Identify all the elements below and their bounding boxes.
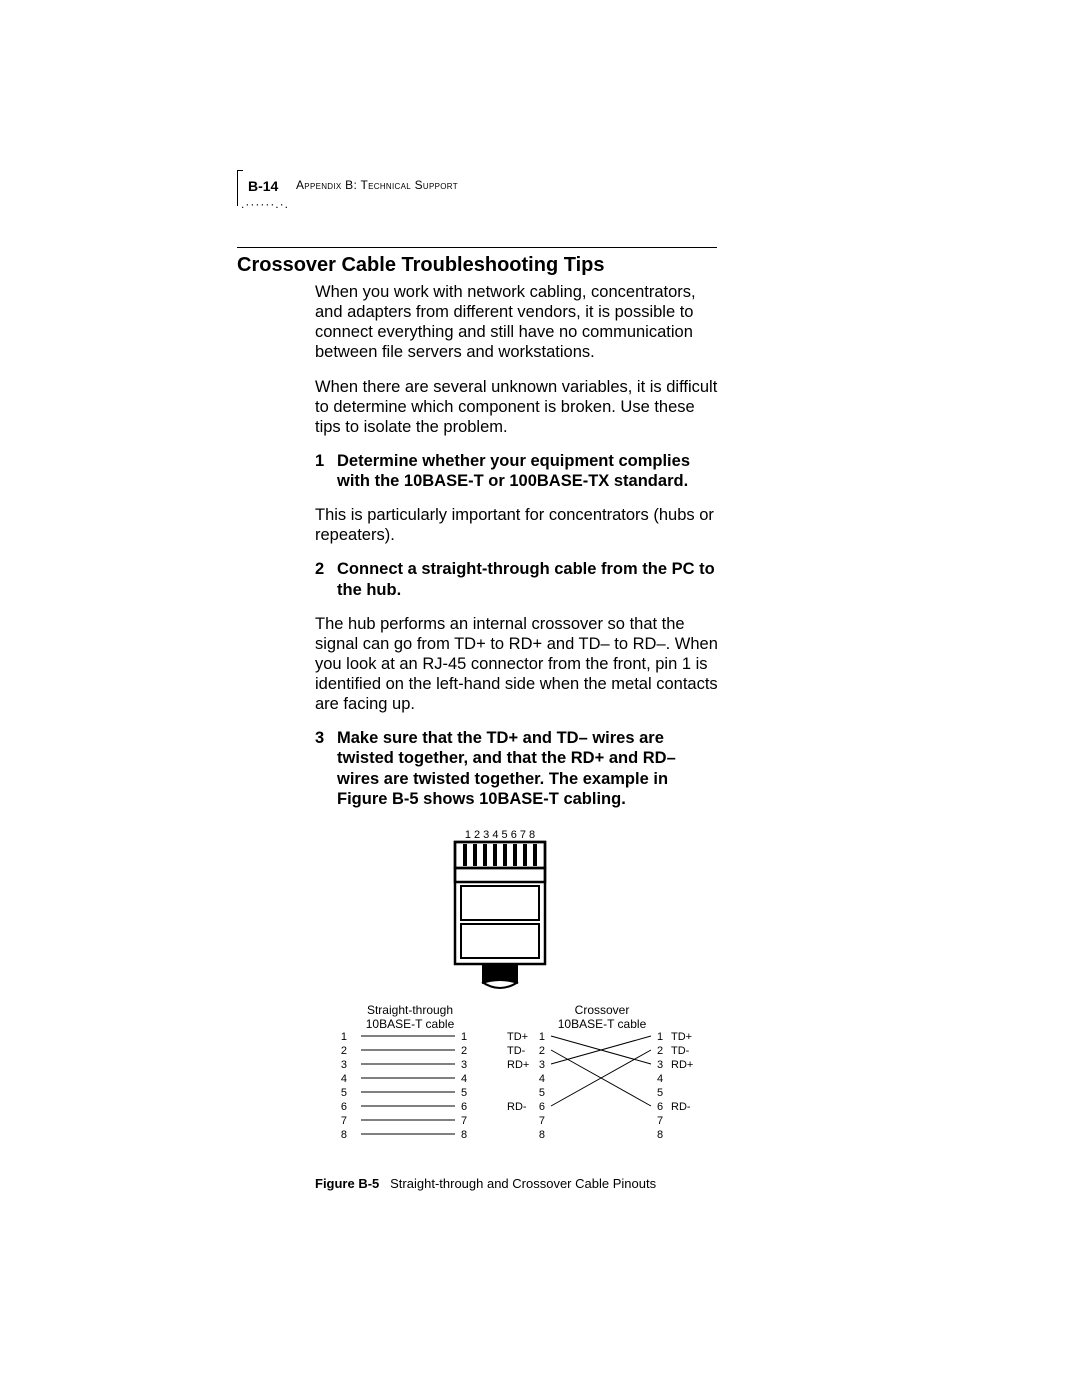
svg-text:TD+: TD+ — [507, 1031, 528, 1043]
svg-text:8: 8 — [539, 1129, 545, 1141]
svg-text:5: 5 — [461, 1087, 467, 1099]
svg-text:4: 4 — [539, 1073, 545, 1085]
step-2-follow: The hub performs an internal crossover s… — [315, 614, 719, 715]
svg-text:5: 5 — [657, 1087, 663, 1099]
body-text: When you work with network cabling, conc… — [315, 282, 719, 823]
svg-text:1: 1 — [341, 1031, 347, 1043]
svg-text:6: 6 — [657, 1101, 663, 1113]
svg-text:1: 1 — [539, 1031, 545, 1043]
svg-text:6: 6 — [461, 1101, 467, 1113]
svg-text:TD+: TD+ — [671, 1031, 692, 1043]
svg-text:10BASE-T cable: 10BASE-T cable — [366, 1017, 455, 1031]
svg-text:8: 8 — [341, 1129, 347, 1141]
svg-text:6: 6 — [539, 1101, 545, 1113]
svg-text:5: 5 — [539, 1087, 545, 1099]
svg-text:1: 1 — [657, 1031, 663, 1043]
svg-text:4: 4 — [657, 1073, 663, 1085]
step-bold: Make sure that the TD+ and TD– wires are… — [337, 729, 676, 807]
svg-text:8: 8 — [657, 1129, 663, 1141]
svg-text:2: 2 — [341, 1045, 347, 1057]
pinout-diagram: 1 2 3 4 5 6 7 8Straight-through10BASE-T … — [315, 828, 719, 1158]
figure-caption: Figure B-5 Straight-through and Crossove… — [315, 1176, 719, 1191]
step-number: 2 — [315, 559, 337, 579]
step-2: 2Connect a straight-through cable from t… — [315, 559, 719, 599]
svg-text:7: 7 — [539, 1115, 545, 1127]
svg-text:1: 1 — [461, 1031, 467, 1043]
svg-text:2: 2 — [461, 1045, 467, 1057]
svg-text:4: 4 — [461, 1073, 467, 1085]
step-bold: Connect a straight-through cable from th… — [337, 560, 715, 598]
step-1: 1Determine whether your equipment compli… — [315, 451, 719, 491]
svg-text:10BASE-T cable: 10BASE-T cable — [558, 1017, 647, 1031]
running-head: Appendix B: Technical Support — [296, 178, 458, 192]
svg-text:7: 7 — [341, 1115, 347, 1127]
svg-text:3: 3 — [341, 1059, 347, 1071]
svg-text:RD-: RD- — [507, 1101, 527, 1113]
svg-text:5: 5 — [341, 1087, 347, 1099]
step-number: 1 — [315, 451, 337, 471]
intro-paragraph-1: When you work with network cabling, conc… — [315, 282, 719, 363]
figure-b5: 1 2 3 4 5 6 7 8Straight-through10BASE-T … — [315, 828, 719, 1191]
svg-text:8: 8 — [461, 1129, 467, 1141]
document-page: B-14 Appendix B: Technical Support .····… — [0, 0, 1080, 1397]
svg-text:3: 3 — [461, 1059, 467, 1071]
step-bold: Determine whether your equipment complie… — [337, 452, 690, 490]
figure-label: Figure B-5 — [315, 1176, 379, 1191]
svg-text:1 2 3 4 5 6 7 8: 1 2 3 4 5 6 7 8 — [465, 829, 535, 841]
svg-text:Crossover: Crossover — [575, 1003, 630, 1017]
svg-text:6: 6 — [341, 1101, 347, 1113]
step-3: 3Make sure that the TD+ and TD– wires ar… — [315, 728, 719, 809]
decorative-dots: .······.·. — [241, 197, 289, 211]
svg-text:TD-: TD- — [671, 1045, 690, 1057]
page-number: B-14 — [248, 178, 278, 194]
svg-text:RD+: RD+ — [671, 1059, 693, 1071]
svg-text:2: 2 — [539, 1045, 545, 1057]
figure-caption-text: Straight-through and Crossover Cable Pin… — [390, 1176, 656, 1191]
step-number: 3 — [315, 728, 337, 748]
svg-text:RD+: RD+ — [507, 1059, 529, 1071]
svg-text:Straight-through: Straight-through — [367, 1003, 453, 1017]
section-title: Crossover Cable Troubleshooting Tips — [237, 254, 604, 277]
intro-paragraph-2: When there are several unknown variables… — [315, 377, 719, 437]
svg-text:3: 3 — [657, 1059, 663, 1071]
svg-text:7: 7 — [461, 1115, 467, 1127]
svg-text:3: 3 — [539, 1059, 545, 1071]
svg-text:4: 4 — [341, 1073, 347, 1085]
svg-text:7: 7 — [657, 1115, 663, 1127]
svg-text:2: 2 — [657, 1045, 663, 1057]
svg-text:TD-: TD- — [507, 1045, 526, 1057]
section-rule — [237, 247, 717, 248]
step-1-follow: This is particularly important for conce… — [315, 505, 719, 545]
svg-text:RD-: RD- — [671, 1101, 691, 1113]
